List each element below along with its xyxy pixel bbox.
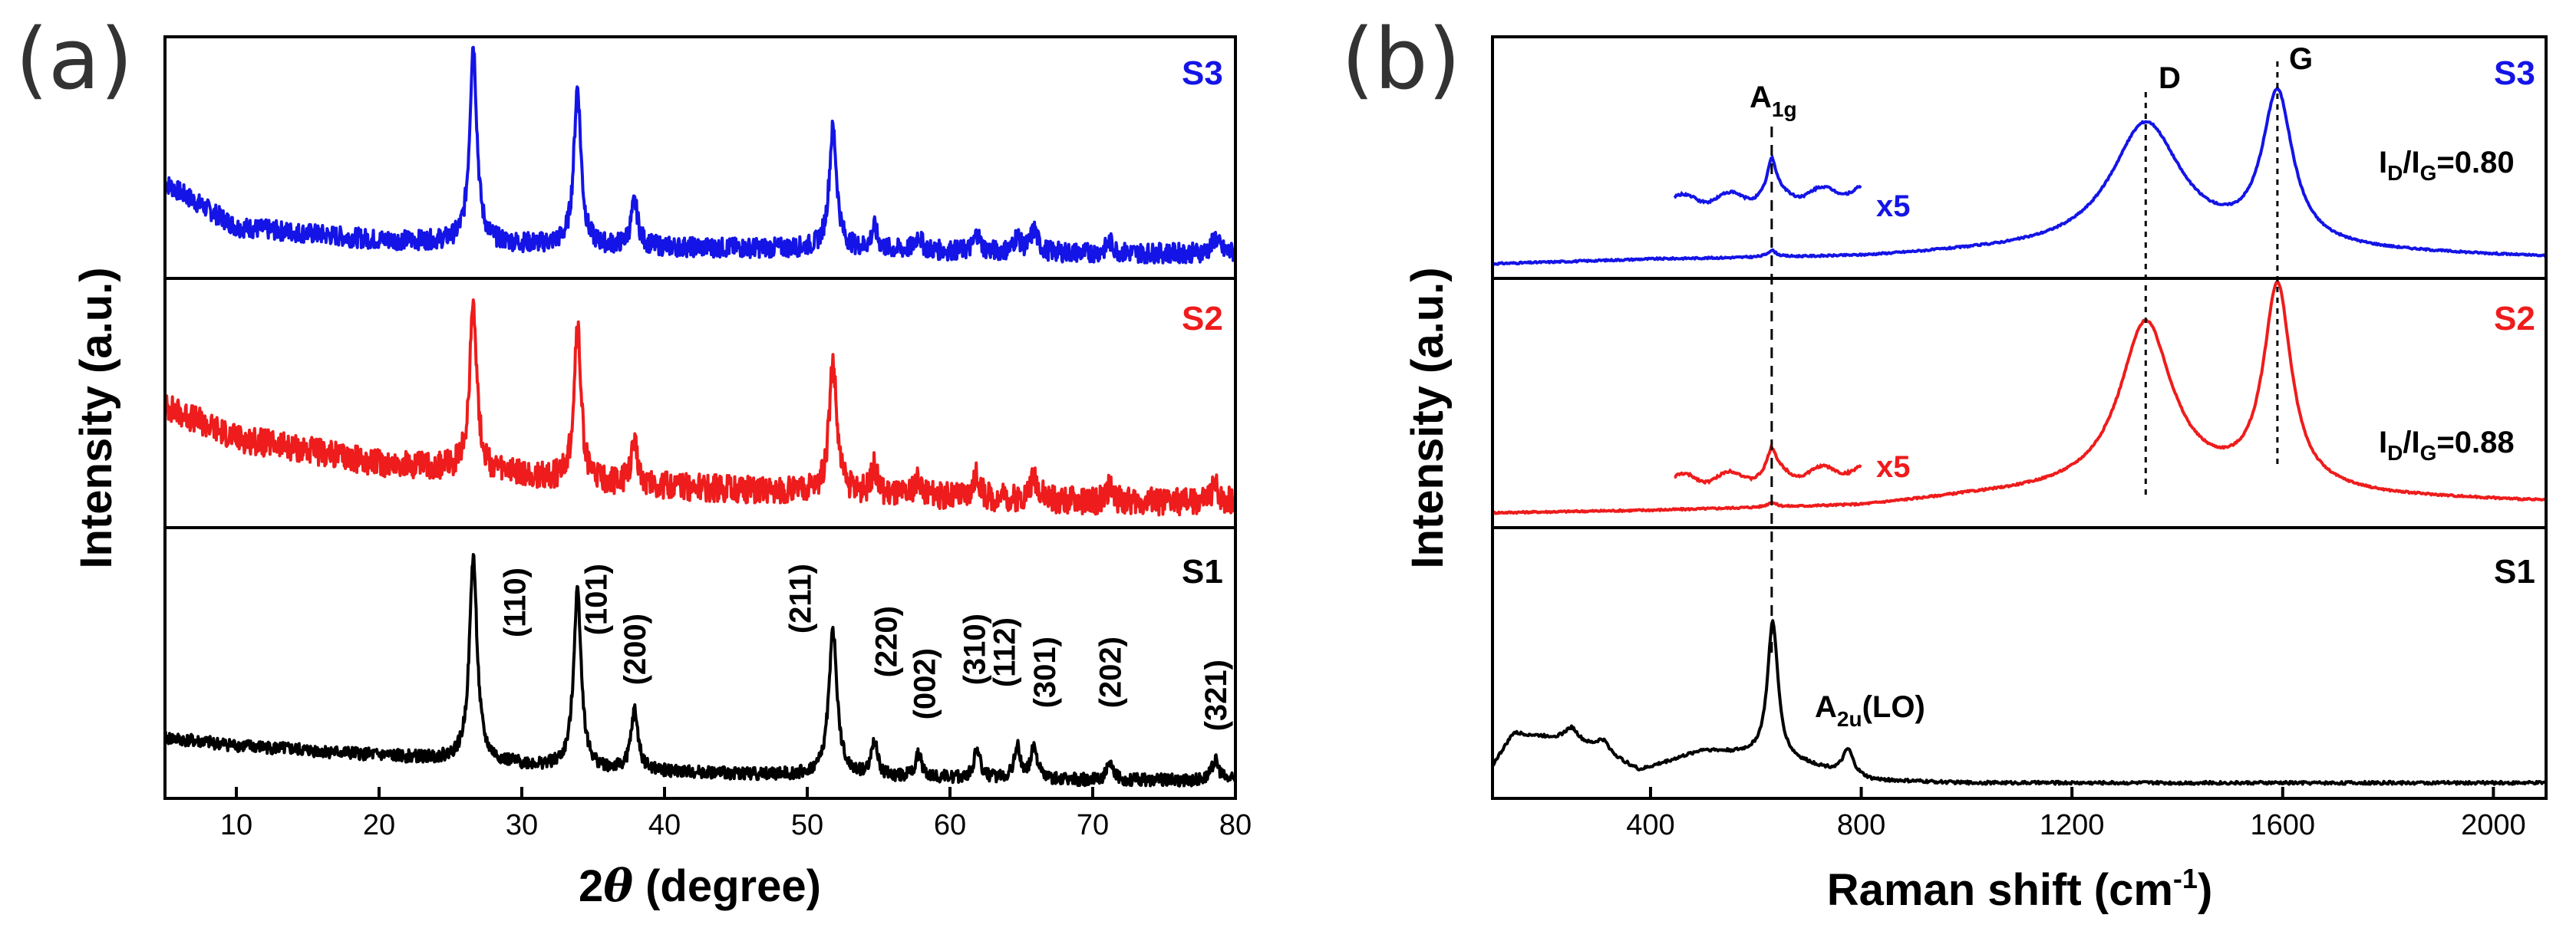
x-tick-label: 50: [791, 809, 823, 841]
reflection-label: (101): [580, 564, 614, 635]
label-A1g: A1g: [1750, 81, 1797, 121]
xlabel-two: 2: [579, 861, 603, 911]
reflection-label: (002): [909, 648, 942, 719]
x5-label-S2: x5: [1876, 450, 1911, 484]
panel-a-xlabel: 2θ (degree): [579, 860, 821, 912]
reflection-label: (220): [869, 606, 903, 677]
reflection-label: (310): [958, 614, 992, 685]
x-tick-label: 10: [220, 809, 252, 841]
label-A2u-LO: A2u(LO): [1815, 690, 1925, 731]
x5-label-S3: x5: [1876, 189, 1911, 223]
panel-b-label-S3: S3: [2494, 54, 2535, 92]
panel-b-guides: [1770, 61, 2279, 660]
reflection-label: (200): [618, 614, 652, 685]
xlabel-unit: (degree): [633, 861, 821, 911]
x-tick-label: 20: [363, 809, 395, 841]
series-line-a-S1: [163, 553, 1237, 788]
x-tick-label: 1200: [2040, 809, 2105, 841]
label-G: G: [2289, 42, 2313, 76]
ratio-S2: ID/IG=0.88: [2379, 426, 2515, 465]
series-line-b-S1: [1492, 619, 2547, 786]
panel-a-plot-frame: [163, 35, 1237, 800]
reflection-label: (321): [1199, 660, 1233, 731]
panel-a-label-S3: S3: [1182, 54, 1223, 92]
series-line-a-S2: [163, 298, 1237, 517]
reflection-label: (110): [499, 568, 533, 637]
x5-segment-S3: [1673, 154, 1862, 206]
panel-a-label-S1: S1: [1182, 553, 1223, 591]
series-line-b-S3: [1492, 86, 2548, 266]
x-tick-label: 800: [1837, 809, 1885, 841]
reflection-label: (211): [784, 564, 818, 633]
panel-b-label-S2: S2: [2494, 300, 2535, 337]
panel-a-series-layer: [163, 45, 1237, 788]
reflection-label: (202): [1093, 637, 1127, 708]
reflection-label: (112): [988, 617, 1022, 687]
x-tick-label: 80: [1219, 809, 1252, 841]
panel-b: (b) 400 800 1200 1600 2000 S3 S2 S1 ID/IG=0.…: [1341, 10, 2548, 915]
reflection-label: (301): [1028, 637, 1062, 708]
panel-a-label-S2: S2: [1182, 300, 1223, 337]
x-tick-label: 70: [1077, 809, 1109, 841]
x-tick-label: 40: [648, 809, 681, 841]
xlabel-theta: θ: [603, 860, 633, 912]
panel-a: (a) 10 20 30 40 50 60 70 80 S3 S2 S1 (110) (101)…: [15, 10, 1252, 912]
series-line-b-S2: [1491, 280, 2548, 515]
panel-a-x-ticks: 10 20 30 40 50 60 70 80: [220, 787, 1252, 841]
panel-b-ylabel: Intensity (a.u.): [1403, 267, 1453, 568]
x5-segment-S2: [1674, 443, 1862, 485]
x-tick-label: 400: [1626, 809, 1674, 841]
panel-a-ylabel: Intensity (a.u.): [71, 267, 121, 568]
panel-b-label: (b): [1341, 10, 1461, 108]
panel-b-label-S1: S1: [2494, 553, 2535, 591]
panel-a-reflection-labels: (110) (101)(200) (211) (220)(002) (310)(112)…: [499, 564, 1233, 731]
label-D: D: [2159, 61, 2181, 95]
x-tick-label: 30: [506, 809, 538, 841]
ratio-S3: ID/IG=0.80: [2379, 146, 2515, 185]
series-line-a-S3: [163, 45, 1237, 265]
panel-b-series-layer: [1491, 86, 2548, 786]
panel-b-x-ticks: 400 800 1200 1600 2000: [1626, 787, 2526, 841]
panel-b-plot-frame: [1491, 35, 2548, 800]
x-tick-label: 1600: [2250, 809, 2315, 841]
x-tick-label: 2000: [2461, 809, 2526, 841]
panel-a-label: (a): [15, 10, 133, 108]
panel-b-xlabel: Raman shift (cm-1): [1827, 863, 2213, 915]
x-tick-label: 60: [934, 809, 966, 841]
